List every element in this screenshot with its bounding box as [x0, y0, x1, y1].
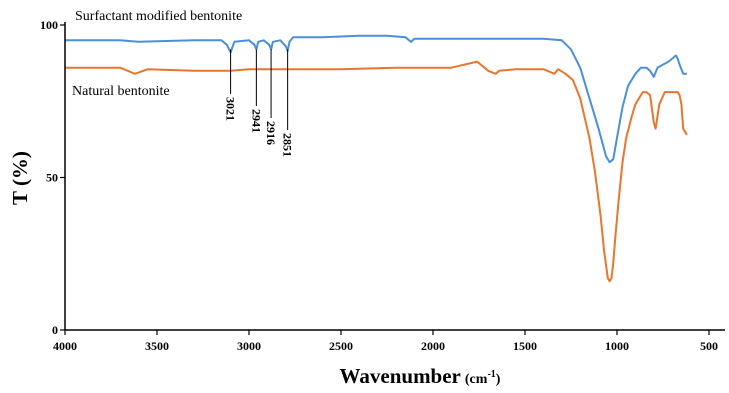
y-tick-label: 50: [46, 171, 58, 185]
series-line-1: [65, 60, 688, 283]
y-axis-title: T (%): [8, 151, 32, 205]
peak-label: 2941: [249, 109, 263, 133]
x-axis-title-unit: (cm: [465, 372, 488, 387]
series-line-0: [65, 34, 687, 164]
peak-label: 3021: [224, 97, 238, 121]
x-axis-title: Wavenumber (cm-1): [340, 364, 501, 388]
x-tick-label: 1500: [513, 339, 537, 353]
x-tick-label: 1000: [605, 339, 629, 353]
x-tick-label: 500: [700, 339, 718, 353]
x-axis-title-main: Wavenumber: [340, 364, 461, 388]
series-label-surfactant: Surfactant modified bentonite: [75, 9, 242, 24]
x-tick-label: 3000: [237, 339, 261, 353]
peak-label: 2851: [281, 133, 295, 157]
peak-label: 2916: [264, 121, 278, 145]
series-label-natural: Natural bentonite: [72, 84, 170, 99]
y-tick-label: 100: [40, 18, 58, 32]
x-axis-title-close: ): [496, 372, 501, 387]
x-tick-label: 4000: [53, 339, 77, 353]
x-tick-label: 3500: [145, 339, 169, 353]
x-axis-title-sup: -1: [487, 369, 495, 380]
x-tick-label: 2500: [329, 339, 353, 353]
x-tick-label: 2000: [421, 339, 445, 353]
y-tick-label: 0: [52, 323, 58, 337]
